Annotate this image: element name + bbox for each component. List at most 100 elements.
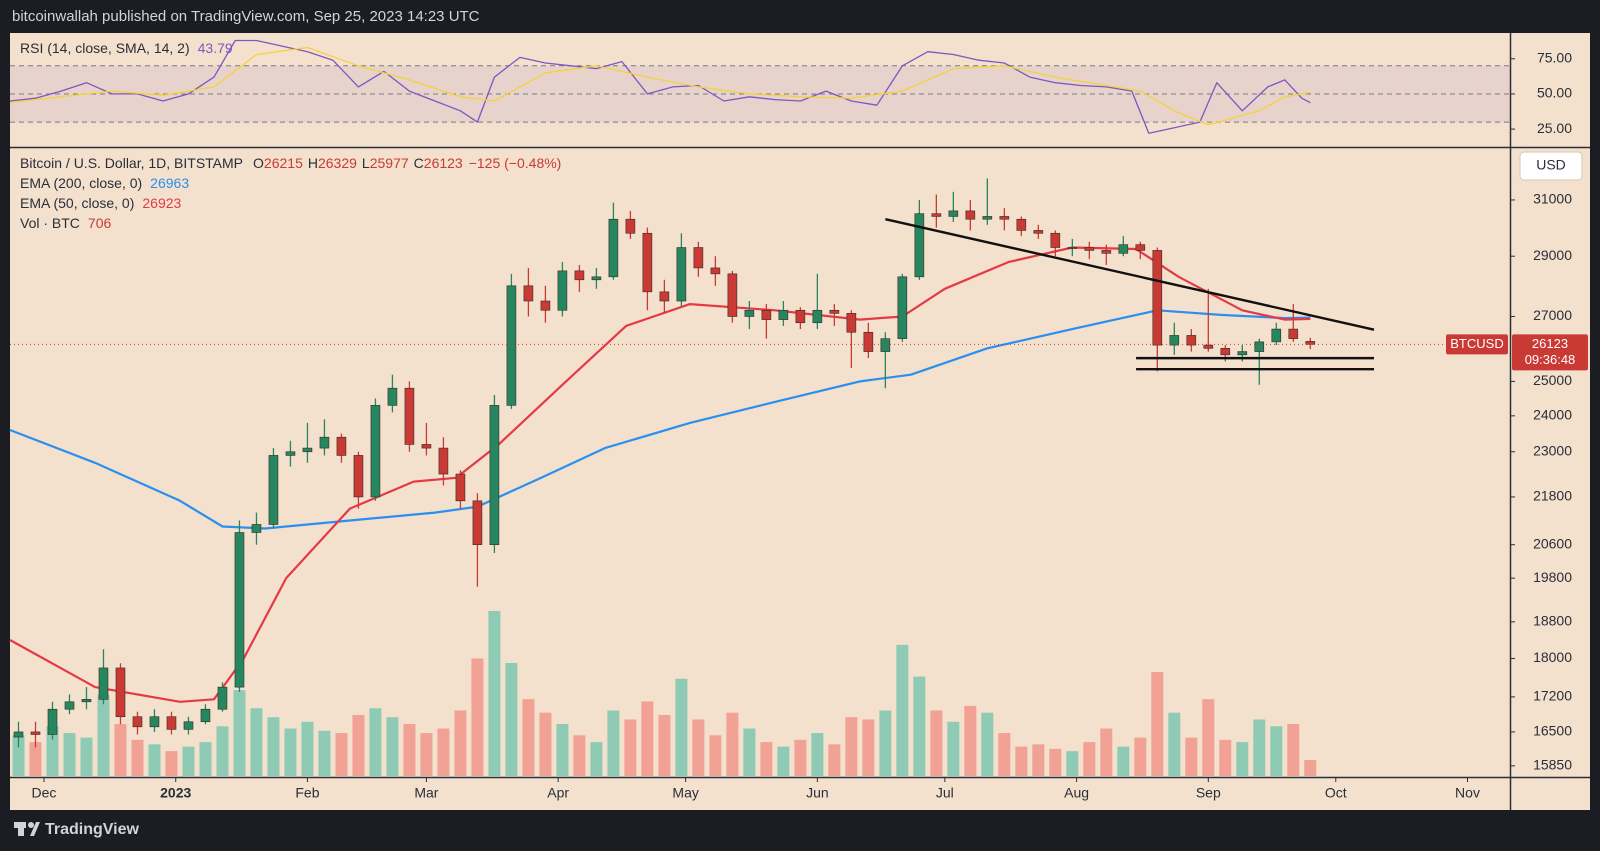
volume-bar (403, 724, 416, 776)
volume-bar (1168, 712, 1181, 776)
volume-bar (114, 724, 127, 776)
candle-body (149, 716, 160, 728)
volume-bar (318, 730, 331, 776)
volume-bar (63, 733, 76, 776)
candle-body (404, 387, 415, 445)
candle-body (1118, 244, 1129, 254)
volume-bar (1134, 737, 1147, 776)
volume-bar (1202, 699, 1215, 776)
ema-value: 26963 (150, 175, 189, 191)
candle-body (591, 276, 602, 281)
volume-bar (488, 611, 501, 776)
y-tick-label: 15850 (1533, 757, 1572, 773)
candle-body (897, 276, 908, 339)
candle-body (506, 285, 517, 406)
rsi-value: 43.79 (198, 40, 233, 56)
volume-bar (454, 710, 467, 776)
candle-body (336, 436, 347, 456)
candle-body (727, 273, 738, 317)
volume-bar (29, 742, 42, 776)
candle-body (472, 500, 483, 546)
candle-body (1135, 244, 1146, 251)
candle-body (234, 532, 245, 688)
volume-bar (437, 728, 450, 776)
y-tick-label: 23000 (1533, 442, 1572, 458)
candle-body (999, 216, 1010, 220)
volume-bar (590, 742, 603, 776)
candle-body (659, 291, 670, 302)
y-tick-label: 17200 (1533, 688, 1572, 704)
volume-bar (216, 726, 229, 776)
volume-bar (981, 712, 994, 776)
x-tick-label: Jul (936, 785, 954, 801)
volume-bar (352, 714, 365, 776)
volume-bar (641, 701, 654, 776)
ohlc-value: 26329 (318, 155, 357, 171)
volume-bar (726, 712, 739, 776)
ohlc-value: 25977 (370, 155, 409, 171)
candle-body (1084, 247, 1095, 251)
volume-bar (539, 712, 552, 776)
volume-bar (811, 733, 824, 776)
ohlc-key: L (362, 155, 370, 171)
volume-bar (284, 728, 297, 776)
volume-bar (964, 705, 977, 776)
candle-body (200, 708, 211, 723)
y-tick-label: 75.00 (1537, 49, 1572, 65)
volume-bar (828, 744, 841, 776)
candle-body (914, 213, 925, 278)
volume-bar (97, 694, 110, 776)
candle-body (1169, 335, 1180, 346)
rsi-title: RSI (14, close, SMA, 14, 2) (20, 40, 190, 56)
volume-bar (1015, 746, 1028, 776)
logo-part (18, 822, 24, 836)
volume-bar (777, 746, 790, 776)
x-tick-label: Aug (1064, 785, 1089, 801)
candle-body (642, 232, 653, 293)
candle-body (166, 716, 177, 730)
candle-body (455, 473, 466, 502)
volume-bar (845, 717, 858, 776)
volume-bar (471, 658, 484, 776)
candle-body (1237, 351, 1248, 356)
candle-body (1220, 348, 1231, 356)
candle-body (353, 455, 364, 498)
ema-line (9, 309, 1311, 530)
candle-body (421, 444, 432, 449)
ohlc-value: 26215 (264, 155, 303, 171)
ema-name: EMA (200, close, 0) (20, 175, 142, 191)
candle-body (319, 436, 330, 449)
volume-bar (80, 737, 93, 776)
volume-bar (913, 676, 926, 776)
logo-part (30, 822, 40, 836)
volume-bar (760, 742, 773, 776)
main-legend: Bitcoin / U.S. Dollar, 1D, BITSTAMP O2621… (20, 155, 561, 171)
volume-bar (250, 708, 263, 776)
volume-bar (794, 739, 807, 776)
footer-brand: TradingView (45, 821, 140, 838)
x-tick-label: Feb (295, 785, 319, 801)
candle-body (710, 267, 721, 275)
ema-legend: EMA (50, close, 0) 26923 (20, 195, 182, 211)
volume-bar (879, 710, 892, 776)
y-tick-label: 29000 (1533, 247, 1572, 263)
candle-body (370, 405, 381, 498)
ema-legend: EMA (200, close, 0) 26963 (20, 175, 189, 191)
volume-bar (743, 728, 756, 776)
volume-bar (675, 678, 688, 776)
candle-body (13, 731, 24, 738)
candle-body (217, 686, 228, 710)
y-tick-label: 18800 (1533, 613, 1572, 629)
candle-body (47, 708, 58, 735)
ohlc-key: H (308, 155, 318, 171)
volume-bar (862, 719, 875, 776)
volume-bar (1219, 739, 1232, 776)
x-tick-label: Jun (806, 785, 829, 801)
candle-body (965, 210, 976, 220)
candle-body (812, 309, 823, 324)
currency-box (1519, 151, 1583, 181)
volume-bar (1287, 724, 1300, 776)
volume-bar (896, 644, 909, 776)
candle-body (1067, 247, 1078, 249)
